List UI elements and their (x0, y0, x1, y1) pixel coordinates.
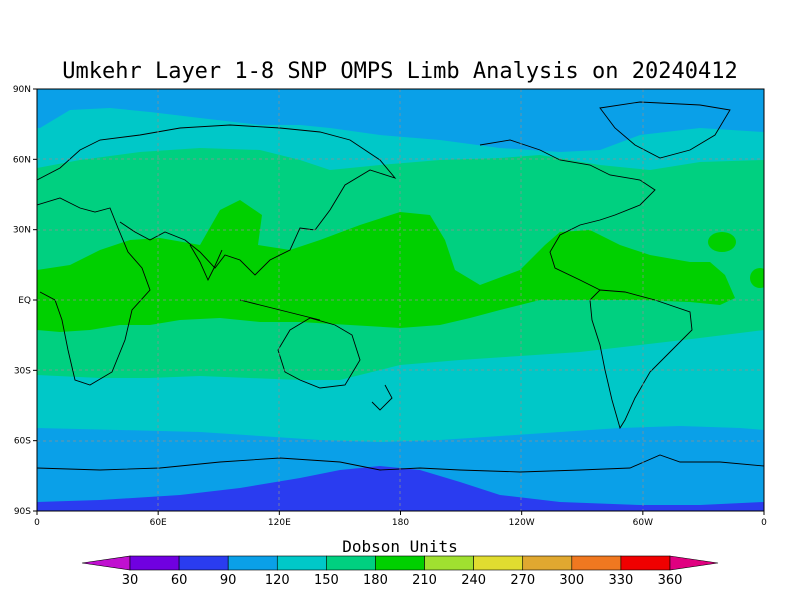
y-tick-label: 90N (13, 85, 31, 95)
coastline-australia (277, 317, 361, 389)
figure-title: Umkehr Layer 1-8 SNP OMPS Limb Analysis … (62, 59, 738, 84)
x-axis-ticks: 0 60E 120E 180 120W 60W 0 (34, 511, 767, 528)
colorbar-high-arrow (669, 555, 719, 571)
colorbar-swatch (473, 555, 524, 571)
map-area (37, 89, 764, 511)
y-tick-label: 90S (14, 507, 31, 517)
x-tick-label: 60E (150, 518, 167, 528)
colorbar-swatch (276, 555, 327, 571)
colorbar-swatch (620, 555, 671, 571)
colorbar (81, 555, 719, 571)
x-tick-label: 0 (761, 518, 767, 528)
colorbar-level-label: 60 (171, 573, 188, 588)
coastline-indonesia (239, 299, 321, 321)
map-grid (37, 89, 764, 511)
ozone-band-60-90 (37, 466, 764, 511)
colorbar-swatch (571, 555, 622, 571)
colorbar-level-label: 330 (608, 573, 633, 588)
colorbar-title: Dobson Units (342, 537, 458, 556)
x-tick-label: 180 (392, 518, 409, 528)
colorbar-swatch (178, 555, 229, 571)
ozone-patch-180-210-edge (750, 268, 764, 288)
y-tick-label: 30S (14, 366, 31, 376)
colorbar-level-label: 300 (559, 573, 584, 588)
colorbar-swatch (227, 555, 278, 571)
ozone-patch-180-210-east (708, 232, 736, 252)
colorbar-level-label: 270 (510, 573, 535, 588)
colorbar-low-arrow (81, 555, 131, 571)
coastline-greenland (599, 101, 731, 159)
x-tick-label: 0 (34, 518, 40, 528)
coastline-south-america (589, 289, 693, 430)
y-axis-ticks: 90N 60N 30N EQ 30S 60S 90S (13, 85, 37, 517)
colorbar-level-label: 150 (314, 573, 339, 588)
colorbar-labels: 30 60 90 120 150 180 210 240 270 300 330 360 (122, 573, 683, 588)
colorbar-level-label: 90 (220, 573, 237, 588)
ozone-band-180-210 (37, 200, 735, 332)
y-tick-label: EQ (18, 296, 31, 306)
colorbar-level-label: 180 (363, 573, 388, 588)
coastlines (37, 101, 764, 473)
coastline-antarctica (37, 454, 764, 473)
colorbar-level-label: 360 (658, 573, 683, 588)
y-tick-label: 30N (13, 226, 31, 236)
coastline-india (189, 244, 223, 282)
colorbar-swatch (522, 555, 573, 571)
colorbar-swatch (375, 555, 425, 571)
coastline-eurasia (37, 124, 397, 276)
y-tick-label: 60S (14, 437, 31, 447)
coastline-north-america (479, 139, 656, 291)
ozone-band-90-120-north (37, 89, 764, 152)
coastline-new-zealand (371, 384, 393, 411)
colorbar-level-label: 210 (412, 573, 437, 588)
x-tick-label: 120E (268, 518, 291, 528)
colorbar-level-label: 240 (461, 573, 486, 588)
colorbar-level-label: 30 (122, 573, 139, 588)
colorbar-swatch (424, 555, 474, 571)
colorbar-swatch (326, 555, 376, 571)
colorbar-swatch (129, 555, 180, 571)
colorbar-level-label: 120 (265, 573, 290, 588)
x-tick-label: 120W (509, 518, 535, 528)
x-tick-label: 60W (633, 518, 653, 528)
y-tick-label: 60N (13, 155, 31, 165)
